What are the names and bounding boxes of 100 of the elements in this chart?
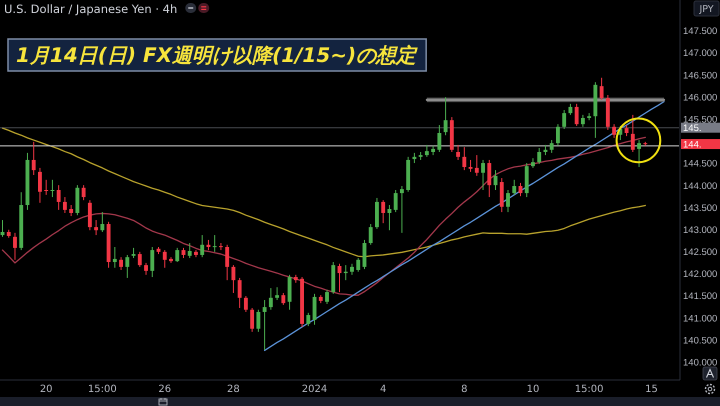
candlestick — [250, 307, 254, 332]
x-tick-label: 20 — [40, 384, 53, 395]
candlestick — [44, 179, 48, 196]
y-tick-label: 146.000 — [683, 92, 718, 104]
y-tick-label: 141.000 — [683, 313, 718, 324]
candlestick — [325, 289, 329, 304]
candlestick — [494, 170, 498, 190]
candlestick — [550, 140, 554, 154]
candlestick — [444, 96, 448, 136]
candlestick — [600, 77, 604, 100]
candlestick — [624, 124, 629, 137]
candlestick — [206, 239, 210, 251]
candlestick — [144, 262, 148, 276]
candlestick — [580, 114, 585, 128]
candlestick — [212, 234, 217, 252]
candlestick — [338, 263, 342, 293]
candlestick — [506, 190, 510, 213]
candlestick — [38, 167, 42, 204]
candlestick — [474, 154, 479, 176]
candlestick — [487, 159, 492, 198]
candlestick — [100, 212, 104, 232]
line-series — [264, 100, 665, 352]
candlestick — [431, 145, 436, 156]
y-tick-label: 140.000 — [683, 358, 718, 369]
candlestick — [82, 184, 86, 201]
candlestick — [268, 288, 273, 310]
candlestick — [306, 312, 310, 327]
candlestick — [62, 196, 67, 214]
candlestick — [612, 124, 616, 138]
candlestick — [381, 200, 386, 224]
y-tick-label: 141.500 — [683, 291, 718, 302]
text: 1月14日(日) FX週明け以降(1/15~)の想定 — [16, 43, 418, 67]
candlestick — [182, 247, 186, 259]
candlestick — [112, 246, 117, 268]
candlestick — [138, 251, 142, 268]
candlestick — [238, 277, 242, 308]
candlestick — [188, 242, 192, 259]
candlestick — [56, 184, 61, 210]
candlestick — [637, 140, 641, 168]
candlestick — [512, 179, 516, 196]
ref-line-label: 145. — [683, 123, 702, 134]
candlestick — [412, 152, 416, 164]
candlestick — [468, 159, 472, 172]
candlestick — [462, 146, 466, 171]
candlestick — [256, 309, 260, 332]
candlestick — [387, 204, 392, 231]
candlestick — [0, 220, 4, 238]
y-tick-label: 143.500 — [683, 202, 718, 214]
candlestick — [437, 124, 442, 152]
candlestick — [400, 186, 404, 234]
candlestick — [50, 179, 54, 198]
y-tick-label: 147.500 — [683, 26, 718, 38]
y-tick-label: 140.500 — [683, 335, 718, 346]
x-tick-label: 15 — [645, 384, 658, 395]
x-tick-label: 26 — [158, 384, 172, 395]
candlestick — [556, 124, 560, 146]
x-tick-label: 10 — [526, 384, 540, 395]
y-tick-label: 147.000 — [683, 48, 718, 60]
x-tick-label: 4 — [380, 384, 386, 395]
candlestick — [231, 264, 236, 294]
candlestick — [244, 296, 248, 312]
y-tick-label: 142.500 — [683, 247, 718, 258]
candlestick — [175, 247, 180, 263]
candlestick — [544, 144, 548, 156]
x-tick-label: 28 — [227, 384, 240, 395]
x-tick-label: 2024 — [302, 384, 328, 395]
candlestick — [162, 250, 167, 268]
y-tick-label: 144.500 — [683, 158, 718, 170]
candlestick — [132, 247, 136, 259]
text: 144. — [683, 139, 702, 150]
candlestick — [69, 204, 74, 217]
candlestick — [394, 190, 398, 213]
candlestick — [424, 144, 429, 158]
candlestick — [119, 256, 124, 270]
x-tick-label: 15:00 — [88, 384, 117, 395]
candlestick — [574, 103, 579, 126]
candlestick — [456, 144, 460, 160]
x-tick-label: 15:00 — [574, 384, 604, 395]
candlestick — [125, 254, 130, 278]
y-tick-label: 146.500 — [683, 70, 718, 82]
candlestick — [568, 103, 572, 116]
candlestick — [281, 292, 286, 306]
candlestick — [262, 300, 267, 350]
candlestick — [94, 220, 98, 236]
candlestick — [368, 224, 373, 246]
candlestick — [350, 263, 354, 276]
candlestick — [312, 293, 316, 326]
candlestick — [275, 286, 280, 301]
candlestick — [150, 246, 154, 278]
candlestick — [225, 244, 230, 281]
candlestick — [562, 110, 566, 130]
x-tick-label: 8 — [461, 384, 468, 395]
candlestick — [518, 182, 522, 197]
candlestick — [13, 232, 17, 260]
chart-subtitle: U.S. Dollar / Japanese Yen · 4h — [4, 2, 178, 16]
y-tick-label: 143.000 — [683, 224, 718, 236]
y-axis-title: JPY — [698, 4, 714, 15]
y-tick-label: 142.000 — [683, 269, 718, 280]
candlestick — [362, 239, 366, 270]
candlestick — [481, 159, 485, 190]
